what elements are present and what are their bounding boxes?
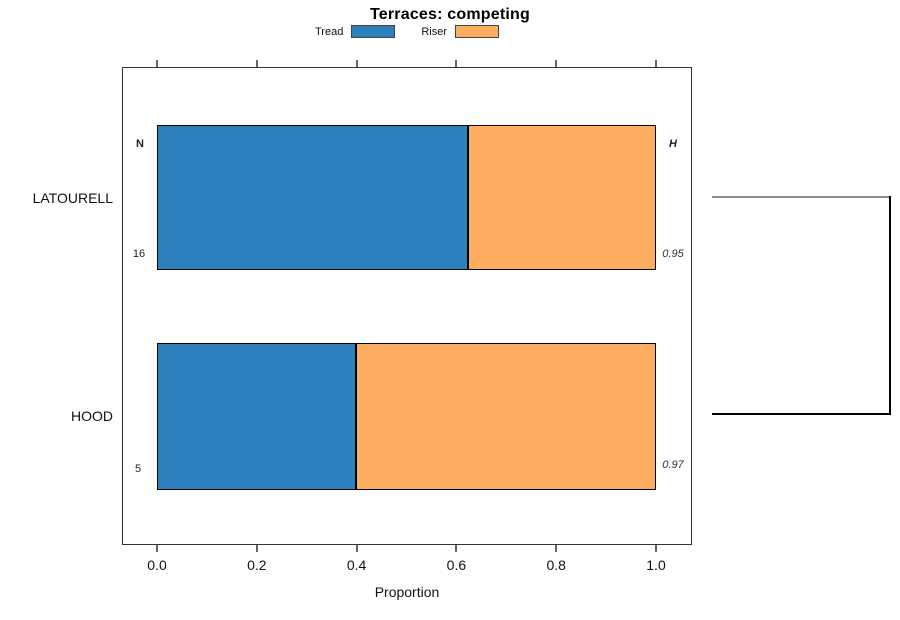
dendrogram-branch-bottom [712, 413, 891, 415]
bar-segment-riser-hood [356, 344, 655, 489]
chart-title: Terraces: competing [370, 6, 530, 23]
dendrogram-branch-top [712, 196, 891, 198]
legend-swatch-tread [351, 25, 396, 38]
x-tick-bottom [255, 545, 258, 552]
annotation-h-hood: 0.97 [662, 459, 684, 471]
x-tick-top [156, 60, 158, 67]
legend-swatch-riser [455, 25, 499, 38]
x-tick-label: 0.6 [446, 557, 467, 573]
bar-segment-tread-hood [158, 344, 357, 489]
x-tick-top [455, 60, 458, 67]
legend-item-tread: Tread [315, 25, 396, 38]
x-tick-label: 0.0 [147, 557, 167, 573]
legend-label-riser: Riser [421, 25, 447, 38]
x-tick-top [655, 60, 657, 67]
legend: Tread Riser [315, 25, 499, 38]
legend-item-riser: Riser [421, 25, 499, 38]
x-tick-top [255, 60, 258, 67]
stacked-bar-latourell [157, 125, 656, 270]
y-category-label-hood: HOOD [71, 408, 113, 424]
annotation-h-header: H [669, 138, 677, 150]
annotation-n-hood: 5 [134, 463, 142, 475]
x-axis-title: Proportion [374, 584, 440, 600]
x-tick-label: 1.0 [646, 557, 666, 573]
x-tick-label: 0.4 [346, 557, 367, 573]
x-tick-bottom [355, 545, 358, 552]
bar-segment-tread-latourell [158, 126, 469, 269]
x-tick-bottom [455, 545, 458, 552]
x-tick-top [555, 60, 558, 67]
x-tick-label: 0.8 [546, 557, 566, 573]
y-category-label-latourell: LATOURELL [32, 190, 113, 206]
x-tick-bottom [156, 545, 158, 552]
dendrogram-branch-vertical [889, 196, 891, 415]
annotation-n-header: N [136, 138, 144, 150]
stacked-bar-hood [157, 343, 656, 490]
annotation-h-latourell: 0.95 [662, 248, 684, 260]
x-tick-label: 0.2 [247, 557, 267, 573]
x-tick-top [355, 60, 358, 67]
bar-segment-riser-latourell [468, 126, 655, 269]
x-tick-bottom [655, 545, 657, 552]
legend-label-tread: Tread [315, 25, 344, 38]
x-tick-bottom [555, 545, 558, 552]
annotation-n-latourell: 16 [132, 248, 146, 260]
